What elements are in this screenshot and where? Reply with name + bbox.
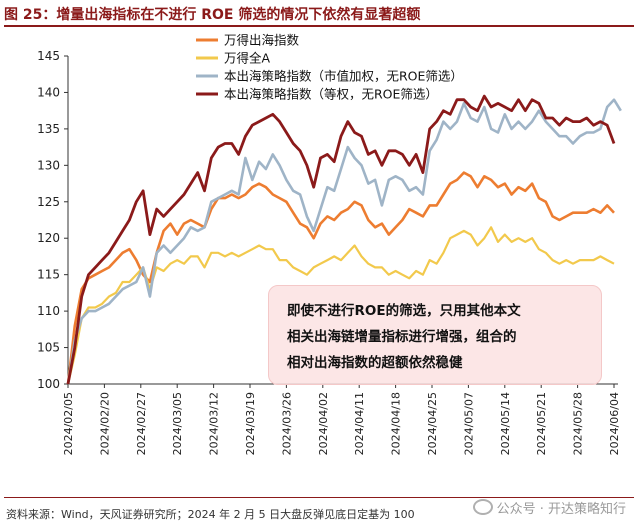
legend-label-2: 万得全A xyxy=(224,51,271,66)
annotation-line-2: 相关出海链增量指标进行增强，组合的 xyxy=(287,329,517,345)
x-tick-label: 2024/06/04 xyxy=(608,392,621,455)
title-rule xyxy=(4,25,634,27)
axes: 100 105 110 115 120 125 130 135 140 145 2024/02/05… xyxy=(37,49,621,455)
x-tick-label: 2024/05/28 xyxy=(572,392,585,455)
y-tick-label: 100 xyxy=(37,377,60,391)
y-tick-label: 105 xyxy=(37,341,60,355)
x-tick-label: 2024/03/12 xyxy=(208,392,221,455)
x-tick-label: 2024/03/26 xyxy=(280,392,293,455)
x-tick-label: 2024/04/02 xyxy=(317,392,330,455)
x-tick-label: 2024/04/25 xyxy=(426,392,439,455)
watermark: 公众号 · 开达策略知行 xyxy=(472,498,626,517)
y-tick-label: 145 xyxy=(37,49,60,63)
annotation-line-1: 即使不进行ROE的筛选，只用其他本文 xyxy=(287,303,521,319)
legend-label-1: 万得出海指数 xyxy=(224,33,300,48)
wechat-icon xyxy=(472,499,493,515)
y-tick-label: 135 xyxy=(37,122,60,136)
y-tick-label: 110 xyxy=(37,304,60,318)
series-line-2 xyxy=(66,226,615,385)
legend-label-4: 本出海策略指数（等权，无ROE筛选） xyxy=(224,87,438,102)
y-tick-label: 120 xyxy=(37,231,60,245)
series-line-3 xyxy=(66,98,622,385)
x-tick-label: 2024/04/11 xyxy=(353,392,366,455)
x-tick-label: 2024/02/05 xyxy=(62,392,75,455)
x-tick-label: 2024/04/18 xyxy=(390,392,403,455)
y-tick-label: 115 xyxy=(37,268,60,282)
watermark-text: 公众号 · 开达策略知行 xyxy=(496,502,626,517)
x-tick-label: 2024/05/14 xyxy=(499,392,512,455)
x-tick-label: 2024/02/27 xyxy=(135,392,148,455)
x-tick-label: 2024/02/20 xyxy=(98,392,111,455)
annotation-line-3: 相对出海指数的超额依然稳健 xyxy=(287,355,463,371)
y-tick-label: 125 xyxy=(37,195,60,209)
series-line-4 xyxy=(66,94,616,385)
legend-label-3: 本出海策略指数（市值加权，无ROE筛选） xyxy=(224,69,463,84)
y-tick-label: 130 xyxy=(37,158,60,172)
x-tick-label: 2024/05/21 xyxy=(535,392,548,455)
annotation-box: 即使不进行ROE的筛选，只用其他本文 相关出海链增量指标进行增强，组合的 相对出… xyxy=(268,285,602,385)
x-tick-label: 2024/03/05 xyxy=(171,392,184,455)
footer-rule xyxy=(4,497,634,498)
source-note: 资料来源：Wind，天风证券研究所；2024 年 2 月 5 日大盘反弹见底日定… xyxy=(6,508,415,521)
series-lines xyxy=(66,94,622,385)
x-tick-label: 2024/05/07 xyxy=(462,392,475,455)
chart-title: 图 25：增量出海指标在不进行 ROE 筛选的情况下依然有显著超额 xyxy=(4,7,421,23)
y-tick-label: 140 xyxy=(37,85,60,99)
x-tick-label: 2024/03/19 xyxy=(244,392,257,455)
series-line-1 xyxy=(66,171,615,385)
